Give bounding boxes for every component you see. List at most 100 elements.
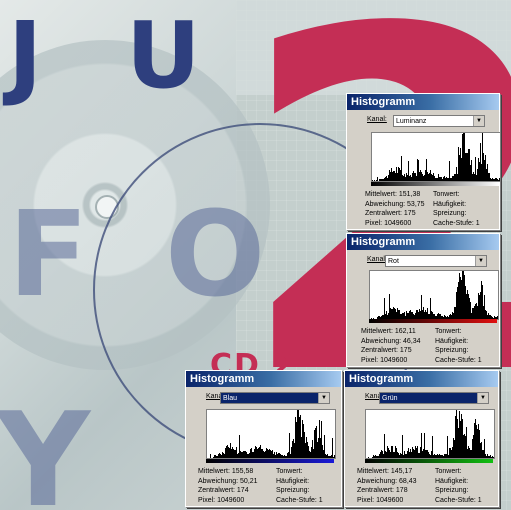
stat-value: 1049600 [382,219,412,227]
stat-row: Tonwert: [435,327,482,337]
panel-title[interactable]: Histogramm [347,234,499,250]
stat-row: Tonwert: [276,467,323,477]
stat-label: Zentralwert: [198,487,235,494]
zoom-highlight-area [236,0,511,95]
stat-label: Pixel: [361,356,379,364]
stat-row: Mittelwert: 151,38 [365,190,425,200]
stat-label: Tonwert: [435,468,462,475]
stat-row: Mittelwert: 162,11 [361,327,421,337]
stat-row: Mittelwert: 155,58 [198,467,258,477]
stat-label: Abweichung: [365,200,406,208]
stat-label: Zentralwert: [357,487,394,494]
stat-row: Zentralwert: 175 [365,209,425,219]
histogram-graph [371,132,501,182]
histogram-graph [206,409,336,459]
stat-value: 162,11 [392,328,416,335]
stat-label: Zentralwert: [365,210,402,217]
kanal-label: Kanal: [367,116,387,123]
channel-gradient-bar [365,459,493,463]
stat-row: Spreizung: [276,486,323,496]
channel-gradient-bar [369,319,497,323]
stat-value: 50,21 [238,477,258,485]
kanal-label: Kanal: [367,256,387,263]
stat-value: 46,34 [401,337,421,345]
stat-row: Cache-Stufe: 1 [433,219,480,229]
stat-row: Abweichung: 46,34 [361,337,421,347]
stats-left: Mittelwert: 145,17 Abweichung: 68,43 Zentr… [357,467,417,505]
stat-label: Zentralwert: [361,347,398,354]
stats-left: Mittelwert: 155,58 Abweichung: 50,21 Zentr… [198,467,258,505]
stat-value: 1049600 [215,496,245,504]
chevron-down-icon[interactable]: ▼ [318,393,329,403]
panel-title[interactable]: Histogramm [347,94,499,110]
stat-label: Spreizung: [435,487,469,494]
stat-label: Häufigkeit: [435,477,469,485]
kanal-value: Grün [382,395,398,402]
kanal-select[interactable]: Rot ▼ [385,255,487,267]
histogram-panel-rot[interactable]: Histogramm Kanal: Rot ▼ Mittelwert: 162,… [346,233,500,367]
histogram-graph [365,409,495,459]
stat-value: 53,75 [405,200,425,208]
stat-row: Pixel: 1049600 [361,356,421,366]
stat-label: Mittelwert: [365,191,397,198]
stat-value: 155,58 [229,468,254,475]
stat-value: 151,38 [396,191,421,198]
stat-label: Mittelwert: [361,328,393,335]
stat-label: Mittelwert: [198,468,230,475]
channel-gradient-bar [206,459,334,463]
stats-right: Tonwert: Häufigkeit: Spreizung: Cache-Stufe… [435,327,482,365]
stat-row: Pixel: 1049600 [365,219,425,229]
stat-label: Häufigkeit: [433,200,467,208]
stat-row: Spreizung: [435,346,482,356]
letter-j: J [8,2,43,109]
stat-row: Mittelwert: 145,17 [357,467,417,477]
stat-value: 145,17 [388,468,413,475]
stat-row: Pixel: 1049600 [357,496,417,506]
chevron-down-icon[interactable]: ▼ [473,116,484,126]
letter-o: O [165,185,266,323]
histogram-svg [371,271,498,319]
histogram-graph [369,270,499,320]
stat-row: Abweichung: 50,21 [198,477,258,487]
stats-left: Mittelwert: 151,38 Abweichung: 53,75 Zentr… [365,190,425,228]
stat-label: Tonwert: [433,191,460,198]
panel-title[interactable]: Histogramm [186,371,341,387]
stat-row: Cache-Stufe: 1 [276,496,323,506]
stat-label: Cache-Stufe: [433,219,474,227]
stat-label: Tonwert: [276,468,303,475]
stat-label: Mittelwert: [357,468,389,475]
panel-title[interactable]: Histogramm [345,371,498,387]
chevron-down-icon[interactable]: ▼ [477,393,488,403]
stat-label: Spreizung: [433,210,467,217]
stat-label: Spreizung: [276,487,310,494]
stat-value: 178 [393,487,408,494]
chevron-down-icon[interactable]: ▼ [475,256,486,266]
stat-row: Zentralwert: 178 [357,486,417,496]
kanal-select[interactable]: Luminanz ▼ [393,115,485,127]
histogram-panel-gruen[interactable]: Histogramm Kanal: Grün ▼ Mittelwert: 145… [344,370,499,507]
stat-value: 1 [475,356,482,364]
stat-value: 1 [473,219,480,227]
stats-left: Mittelwert: 162,11 Abweichung: 46,34 Zentr… [361,327,421,365]
stat-value: 1049600 [374,496,404,504]
kanal-select[interactable]: Blau ▼ [220,392,330,404]
kanal-label: Kanal: [365,393,385,400]
stat-row: Spreizung: [435,486,482,496]
stat-row: Tonwert: [433,190,480,200]
kanal-value: Blau [223,395,238,402]
stats-right: Tonwert: Häufigkeit: Spreizung: Cache-Stufe… [276,467,323,505]
stat-row: Abweichung: 68,43 [357,477,417,487]
histogram-svg [372,133,500,181]
histogram-panel-blau[interactable]: Histogramm Kanal: Blau ▼ Mittelwert: 155… [185,370,342,507]
letter-f: F [8,185,89,323]
stat-row: Pixel: 1049600 [198,496,258,506]
stat-label: Cache-Stufe: [435,356,476,364]
stat-label: Abweichung: [198,477,239,485]
stat-label: Cache-Stufe: [276,496,317,504]
letter-y: Y [0,384,91,510]
kanal-select[interactable]: Grün ▼ [379,392,489,404]
histogram-svg [210,410,335,458]
histogram-svg [368,410,494,458]
histogram-panel-luminanz[interactable]: Histogramm Kanal: Luminanz ▼ Mittelwert:… [346,93,501,230]
stat-value: 174 [234,487,249,494]
